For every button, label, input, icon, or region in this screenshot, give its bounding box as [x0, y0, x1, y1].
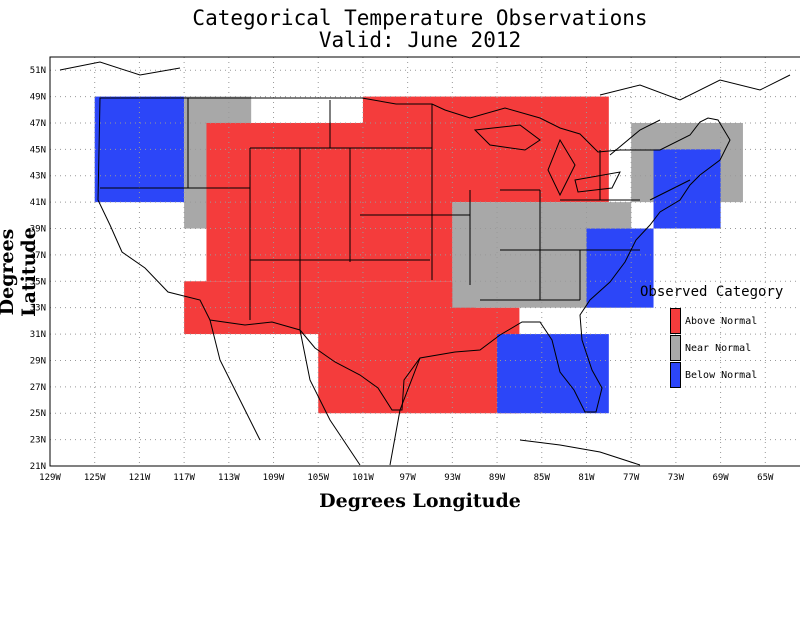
- x-tick-label: 125W: [84, 473, 106, 483]
- x-tick-label: 109W: [263, 473, 285, 483]
- coastline-borders: [59, 61, 791, 466]
- us-outline: [97, 97, 731, 413]
- legend-title: Observed Category: [640, 284, 784, 300]
- y-tick-label: 49N: [30, 93, 46, 103]
- legend-swatch-above: [670, 308, 681, 334]
- plot-frame: [49, 56, 800, 467]
- legend-swatch-below: [670, 362, 681, 388]
- chart-title-line1: Categorical Temperature Observations: [192, 6, 648, 30]
- x-tick-label: 65W: [757, 473, 774, 483]
- mexico-coast: [209, 319, 421, 466]
- x-tick-label: 73W: [668, 473, 685, 483]
- x-tick-label: 97W: [400, 473, 417, 483]
- x-tick-label: 105W: [307, 473, 329, 483]
- y-tick-label: 47N: [30, 119, 46, 129]
- x-tick-label: 69W: [712, 473, 729, 483]
- legend-swatch-near: [670, 335, 681, 361]
- y-tick-label: 25N: [30, 409, 46, 419]
- y-tick-label: 43N: [30, 172, 46, 182]
- y-axis-label: Degrees Latitude: [0, 227, 40, 317]
- category-region-0: [94, 96, 185, 203]
- canada-coast: [59, 61, 791, 156]
- x-tick-label: 89W: [489, 473, 506, 483]
- y-tick-label: 33N: [30, 304, 46, 314]
- y-tick-label: 37N: [30, 251, 46, 261]
- legend-item-below: Below Normal: [670, 362, 757, 388]
- y-tick-label: 41N: [30, 198, 46, 208]
- x-axis-label: Degrees Longitude: [319, 490, 521, 512]
- y-tick-label: 45N: [30, 145, 46, 155]
- y-tick-label: 51N: [30, 66, 46, 76]
- category-region-7: [497, 334, 609, 414]
- cuba-coast: [519, 439, 641, 466]
- x-tick-label: 93W: [444, 473, 461, 483]
- great-lakes: [473, 124, 621, 197]
- y-tick-label: 39N: [30, 225, 46, 235]
- y-tick-label: 23N: [30, 436, 46, 446]
- x-tick-label: 113W: [218, 473, 240, 483]
- x-tick-labels: 129W 125W 121W 117W 113W 109W 105W 101W 97W 93W 89…: [39, 473, 774, 483]
- y-tick-label: 35N: [30, 277, 46, 287]
- x-tick-label: 129W: [39, 473, 61, 483]
- legend-item-above: Above Normal: [670, 308, 757, 334]
- y-tick-label: 27N: [30, 383, 46, 393]
- x-tick-label: 117W: [173, 473, 195, 483]
- y-tick-label: 31N: [30, 330, 46, 340]
- x-tick-label: 85W: [534, 473, 551, 483]
- x-tick-label: 121W: [129, 473, 151, 483]
- y-tick-labels: 21N 23N 25N 27N 29N 31N 33N 35N 37N 39N 41N 43N 45N 4…: [30, 66, 46, 472]
- legend-label-below: Below Normal: [685, 369, 758, 381]
- y-tick-label: 21N: [30, 462, 46, 472]
- x-tick-label: 81W: [578, 473, 595, 483]
- legend-item-near: Near Normal: [670, 335, 751, 361]
- category-cells: [94, 96, 743, 414]
- x-tick-label: 101W: [352, 473, 374, 483]
- state-lines: [100, 98, 691, 330]
- legend-label-near: Near Normal: [685, 342, 752, 354]
- x-tick-label: 77W: [623, 473, 640, 483]
- y-tick-label: 29N: [30, 356, 46, 366]
- legend-label-above: Above Normal: [685, 315, 758, 327]
- chart-title-line2: Valid: June 2012: [318, 28, 522, 52]
